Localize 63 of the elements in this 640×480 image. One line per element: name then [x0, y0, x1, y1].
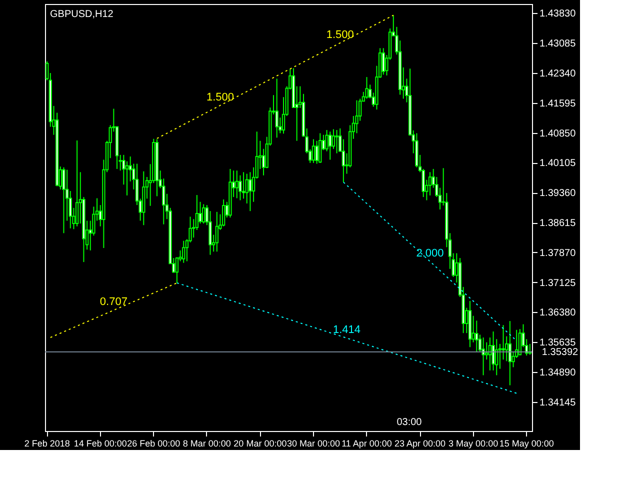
candlestick	[242, 172, 246, 200]
x-tick-label: 2 Feb 2018	[24, 438, 70, 448]
candlestick	[485, 342, 488, 360]
chart-title: GBPUSD,H12	[50, 9, 114, 20]
x-tick-label: 3 May 00:00	[448, 438, 498, 448]
y-tick-label: 1.40105	[540, 158, 576, 170]
candlestick	[518, 328, 522, 356]
series-label: 1.500	[206, 91, 234, 104]
y-tick-label: 1.36380	[540, 308, 576, 319]
candlestick	[328, 131, 332, 160]
y-tick-label: 1.39360	[540, 188, 576, 200]
candlestick	[482, 336, 485, 376]
series-label: 0.707	[100, 296, 128, 308]
candlestick	[75, 140, 79, 227]
candlestick	[198, 201, 202, 224]
candlestick	[275, 78, 278, 138]
candlestick	[382, 48, 385, 76]
candlestick	[332, 128, 336, 150]
series-label: 2.000	[416, 247, 444, 260]
candlestick	[335, 130, 338, 154]
candlestick	[428, 172, 432, 196]
y-tick-label: 1.34890	[540, 368, 576, 379]
candlestick	[222, 198, 226, 227]
series-label: 1.414	[333, 324, 361, 336]
candlestick	[312, 138, 316, 164]
y-tick-label: 1.35635	[540, 338, 576, 349]
ref-line-label: 1.35392	[542, 346, 579, 358]
annotation: 03:00	[396, 417, 422, 428]
candlestick	[488, 336, 492, 371]
y-tick-label: 1.43830	[540, 8, 576, 20]
candlestick	[182, 240, 186, 264]
candlestick	[318, 132, 322, 164]
candlestick	[215, 211, 218, 252]
y-tick-label: 1.41595	[540, 98, 576, 110]
y-tick-label: 1.40850	[540, 128, 576, 140]
y-tick-label: 1.34145	[540, 397, 576, 408]
y-tick-label: 1.43085	[540, 38, 576, 50]
candlestick	[315, 140, 318, 164]
x-tick-label: 20 Mar 00:00	[234, 438, 287, 448]
y-tick-label: 1.37870	[540, 248, 576, 259]
candlestick	[248, 172, 252, 212]
candlestick	[502, 324, 505, 360]
y-tick-label: 1.42340	[540, 68, 576, 80]
x-tick-label: 26 Feb 00:00	[127, 438, 180, 448]
candlestick	[202, 204, 206, 224]
candlestick	[342, 138, 346, 183]
candlestick	[365, 76, 368, 100]
candlestick	[235, 170, 238, 199]
x-tick-label: 11 Apr 00:00	[342, 438, 392, 448]
y-tick-label: 1.38615	[540, 218, 576, 230]
x-tick-label: 8 Mar 00:00	[182, 438, 231, 448]
x-tick-label: 15 May 00:00	[499, 438, 554, 448]
x-tick-label: 23 Apr 00:00	[394, 438, 446, 448]
text: 1.500	[326, 28, 354, 41]
y-tick-label: 1.37125	[540, 278, 576, 289]
candlestick	[492, 330, 495, 371]
x-tick-label: 30 Mar 00:00	[286, 438, 340, 448]
candlestick	[508, 320, 512, 386]
candlestick	[125, 160, 129, 196]
x-tick-label: 14 Feb 00:00	[74, 438, 127, 448]
candlestick	[238, 174, 242, 201]
candlestick	[62, 166, 66, 234]
candlestick	[475, 320, 478, 352]
